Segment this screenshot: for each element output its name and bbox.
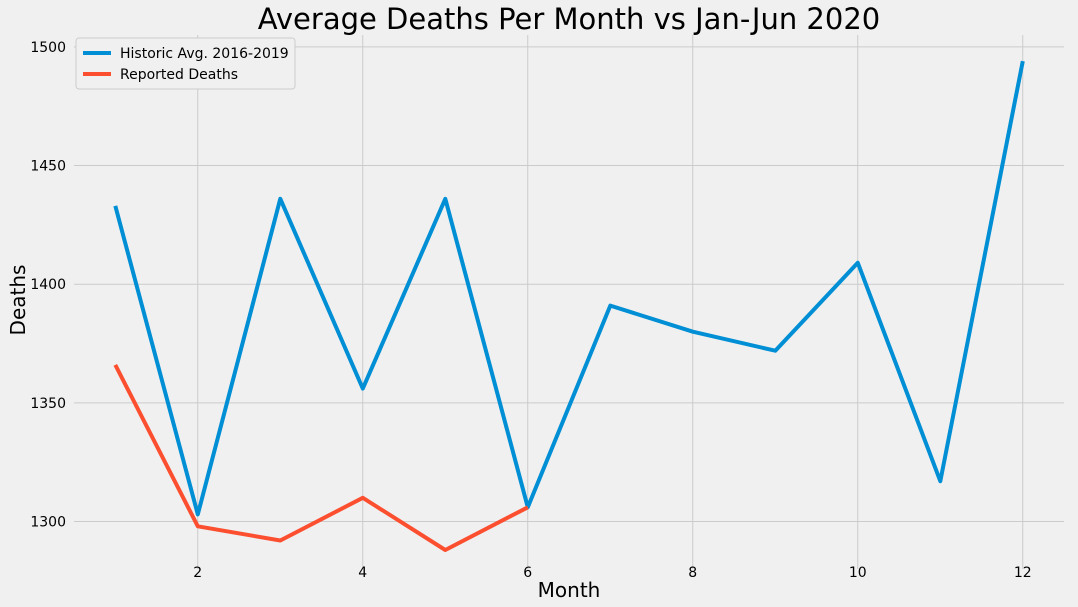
x-tick-label: 12 <box>1014 565 1032 581</box>
x-axis-label: Month <box>538 578 601 602</box>
legend-label-historic: Historic Avg. 2016-2019 <box>120 46 289 62</box>
y-tick-label: 1500 <box>30 40 66 56</box>
x-tick-label: 4 <box>358 565 367 581</box>
y-tick-label: 1350 <box>30 396 66 412</box>
tick-labels: 2 4 6 8 10 12 1300 1350 1400 1450 1500 <box>30 40 1031 581</box>
y-tick-label: 1300 <box>30 515 66 531</box>
chart-title: Average Deaths Per Month vs Jan-Jun 2020 <box>258 2 880 36</box>
series-line-0 <box>113 60 1025 517</box>
series-line-1 <box>113 363 529 552</box>
x-tick-label: 10 <box>849 565 867 581</box>
legend-box <box>75 37 296 90</box>
y-tick-label: 1450 <box>30 159 66 175</box>
series-lines <box>113 60 1025 552</box>
x-tick-label: 6 <box>523 565 532 581</box>
legend-label-reported: Reported Deaths <box>120 67 238 83</box>
y-tick-label: 1400 <box>30 277 66 293</box>
x-tick-label: 2 <box>193 565 202 581</box>
x-tick-label: 8 <box>688 565 697 581</box>
plot-area <box>74 35 1064 569</box>
y-axis-label: Deaths <box>6 265 30 336</box>
legend: Historic Avg. 2016-2019 Reported Deaths <box>75 37 296 90</box>
